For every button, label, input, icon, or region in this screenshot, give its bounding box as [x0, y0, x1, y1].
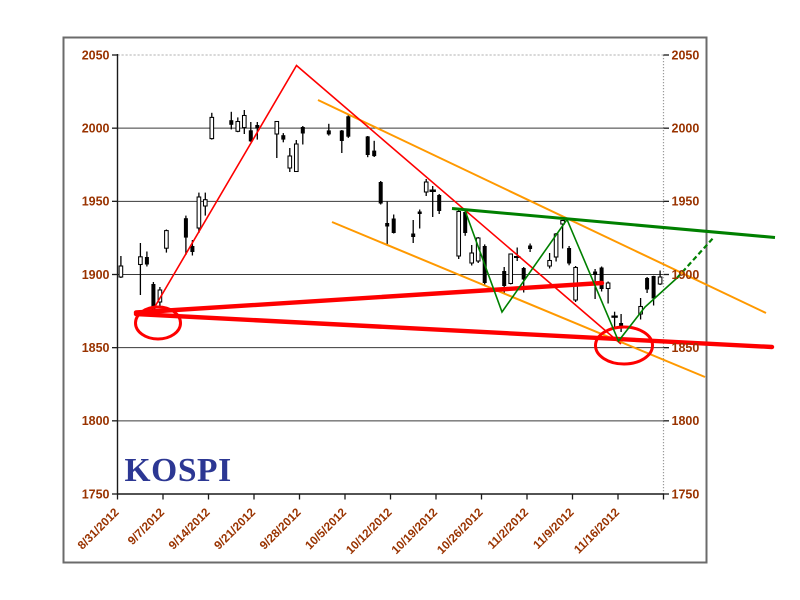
svg-text:2050: 2050 — [672, 48, 700, 62]
svg-text:2050: 2050 — [82, 48, 110, 62]
svg-text:1900: 1900 — [672, 268, 700, 282]
svg-text:KOSPI: KOSPI — [125, 452, 232, 489]
svg-text:1900: 1900 — [82, 268, 110, 282]
svg-text:1950: 1950 — [82, 195, 110, 209]
svg-text:1800: 1800 — [82, 414, 110, 428]
svg-text:1950: 1950 — [672, 195, 700, 209]
svg-text:1750: 1750 — [672, 487, 700, 501]
svg-text:1750: 1750 — [82, 487, 110, 501]
svg-text:1800: 1800 — [672, 414, 700, 428]
svg-text:1850: 1850 — [672, 341, 700, 355]
svg-text:2000: 2000 — [672, 121, 700, 135]
svg-text:2000: 2000 — [82, 121, 110, 135]
svg-text:1850: 1850 — [82, 341, 110, 355]
